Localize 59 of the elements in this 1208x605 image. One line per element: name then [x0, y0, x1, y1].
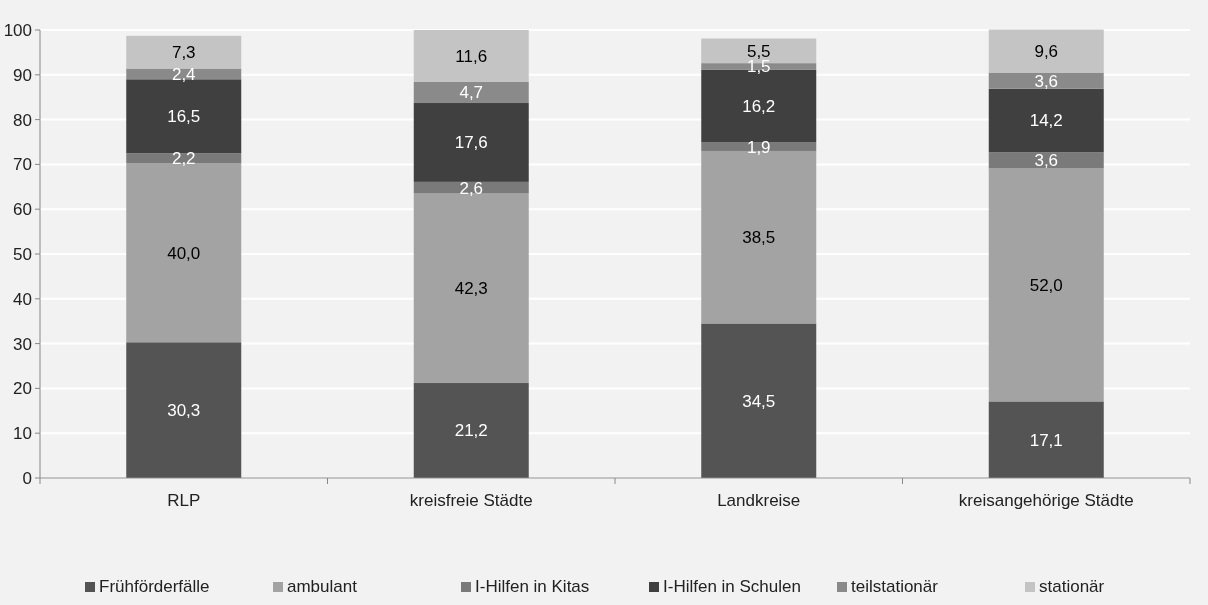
data-label: 5,5: [746, 41, 771, 61]
y-tick-label: 70: [13, 155, 32, 175]
data-label: 17,6: [454, 133, 488, 153]
data-label: 1,9: [746, 137, 771, 157]
bar: [988, 152, 1104, 169]
data-label: 40,0: [167, 243, 201, 263]
legend-label: I-Hilfen in Kitas: [475, 577, 590, 596]
bar: [701, 323, 817, 478]
data-label: 3,6: [1034, 71, 1059, 91]
y-tick-label: 0: [22, 468, 32, 488]
y-tick-label: 10: [13, 424, 32, 444]
bar: [413, 81, 529, 104]
data-label: 7,3: [171, 43, 196, 63]
data-label: 3,6: [1034, 151, 1059, 171]
x-tick-label: RLP: [167, 491, 201, 510]
bar: [126, 153, 242, 164]
bar: [413, 181, 529, 194]
legend-label: I-Hilfen in Schulen: [663, 577, 801, 596]
legend-label: stationär: [1039, 577, 1105, 596]
bar: [988, 72, 1104, 89]
bar: [126, 342, 242, 478]
data-label: 52,0: [1029, 275, 1063, 295]
data-label: 30,3: [167, 401, 201, 421]
x-tick-label: Landkreise: [717, 491, 801, 510]
data-label: 42,3: [454, 279, 488, 299]
data-label: 21,2: [454, 421, 488, 441]
data-label: 14,2: [1029, 111, 1063, 131]
y-tick-label: 30: [13, 334, 32, 354]
data-label: 11,6: [455, 46, 488, 66]
legend-label: teilstationär: [851, 577, 939, 596]
data-label: 34,5: [742, 391, 776, 411]
data-label: 16,2: [742, 97, 776, 117]
y-tick-label: 20: [13, 379, 32, 399]
data-label: 2,2: [171, 149, 196, 169]
y-tick-label: 60: [13, 200, 32, 220]
bar: [413, 30, 529, 82]
y-tick-label: 40: [13, 289, 32, 309]
x-tick-label: kreisangehörige Städte: [958, 491, 1134, 510]
y-tick-label: 100: [3, 20, 32, 40]
bar: [413, 383, 529, 478]
data-label: 16,5: [167, 107, 201, 127]
data-label: 17,1: [1029, 430, 1063, 450]
bar: [988, 168, 1104, 402]
bar: [988, 88, 1104, 153]
data-label: 38,5: [742, 228, 776, 248]
bar: [988, 401, 1104, 478]
bar: [126, 35, 242, 69]
data-label: 4,7: [459, 83, 484, 103]
data-label: 9,6: [1034, 42, 1059, 62]
bar: [413, 103, 529, 182]
bar: [988, 29, 1104, 73]
legend-label: Frühförderfälle: [99, 577, 210, 596]
y-tick-label: 50: [13, 244, 32, 264]
y-tick-label: 90: [13, 65, 32, 85]
x-tick-label: kreisfreie Städte: [409, 491, 533, 510]
legend-label: ambulant: [287, 577, 358, 596]
y-tick-label: 80: [13, 110, 32, 130]
data-label: 2,6: [459, 178, 484, 198]
data-label: 2,4: [171, 64, 196, 84]
